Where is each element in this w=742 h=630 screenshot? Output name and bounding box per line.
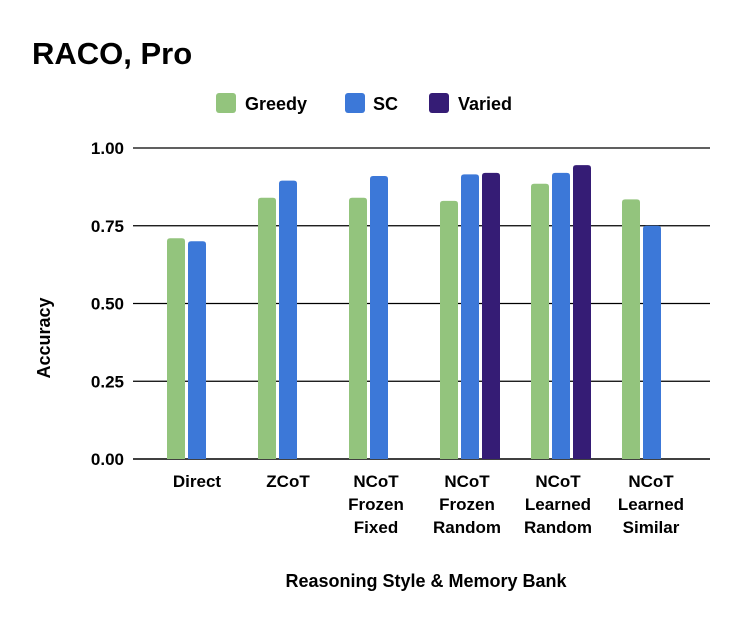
bar-greedy-0 [167, 238, 185, 459]
x-tick-label: Similar [623, 518, 680, 537]
bars [167, 165, 661, 460]
x-tick-label: ZCoT [266, 472, 310, 491]
x-tick-label: Learned [618, 495, 684, 514]
x-tick-label: Random [433, 518, 501, 537]
x-axis-label: Reasoning Style & Memory Bank [285, 571, 567, 591]
legend: Greedy SC Varied [216, 93, 512, 114]
legend-label-greedy: Greedy [245, 94, 307, 114]
legend-label-varied: Varied [458, 94, 512, 114]
legend-swatch-sc [345, 93, 365, 113]
chart-title: RACO, Pro [32, 36, 192, 71]
y-axis-ticks: 0.00 0.25 0.50 0.75 1.00 [91, 139, 124, 469]
y-tick-label: 0.25 [91, 372, 124, 391]
bar-sc-1 [279, 180, 297, 459]
x-tick-label: NCoT [353, 472, 399, 491]
x-tick-label: NCoT [535, 472, 581, 491]
gridlines [133, 147, 710, 460]
x-tick-label: Direct [173, 472, 222, 491]
x-tick-label: Learned [525, 495, 591, 514]
x-tick-label: Fixed [354, 518, 398, 537]
x-tick-label: Frozen [348, 495, 404, 514]
legend-label-sc: SC [373, 94, 398, 114]
bar-sc-2 [370, 175, 388, 460]
bar-greedy-4 [531, 183, 549, 459]
bar-greedy-5 [622, 199, 640, 459]
x-tick-label: NCoT [628, 472, 674, 491]
legend-swatch-greedy [216, 93, 236, 113]
bar-varied-3 [482, 172, 500, 459]
bar-sc-0 [188, 241, 206, 459]
y-tick-label: 0.00 [91, 450, 124, 469]
bar-greedy-3 [440, 200, 458, 459]
x-axis-ticks: Direct ZCoT NCoT Frozen Fixed NCoT Frozen Rando… [173, 472, 684, 537]
x-tick-label: NCoT [444, 472, 490, 491]
y-tick-label: 0.50 [91, 295, 124, 314]
bar-sc-4 [552, 172, 570, 459]
y-axis-label: Accuracy [34, 297, 54, 378]
bar-sc-3 [461, 174, 479, 459]
legend-swatch-varied [429, 93, 449, 113]
y-tick-label: 1.00 [91, 139, 124, 158]
bar-sc-5 [643, 225, 661, 459]
x-tick-label: Random [524, 518, 592, 537]
bar-greedy-1 [258, 197, 276, 459]
x-tick-label: Frozen [439, 495, 495, 514]
bar-greedy-2 [349, 197, 367, 459]
bar-varied-4 [573, 165, 591, 460]
y-tick-label: 0.75 [91, 217, 124, 236]
